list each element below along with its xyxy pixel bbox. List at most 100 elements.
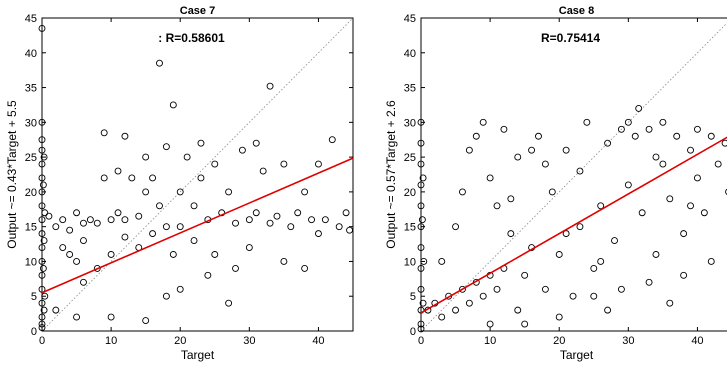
y-tick-label: 30 bbox=[25, 117, 37, 129]
data-point bbox=[73, 209, 81, 217]
data-point bbox=[652, 153, 660, 161]
data-point bbox=[335, 223, 343, 231]
x-tick-label: 30 bbox=[243, 335, 255, 347]
data-point bbox=[417, 160, 425, 168]
data-point bbox=[211, 160, 219, 168]
data-point bbox=[645, 278, 653, 286]
data-point bbox=[617, 125, 625, 133]
data-point bbox=[135, 212, 143, 220]
data-point bbox=[666, 195, 674, 203]
data-point bbox=[38, 271, 46, 279]
data-point bbox=[59, 244, 67, 251]
data-point bbox=[45, 212, 53, 220]
data-point bbox=[38, 244, 46, 251]
x-tick-label: 40 bbox=[312, 335, 324, 347]
data-point bbox=[725, 188, 727, 195]
chart-panel-case7: 0 10 20 30 40 0 5 10 15 20 25 30 35 40 45 Case 7 : R=0… bbox=[5, 5, 354, 362]
data-point bbox=[266, 219, 274, 227]
data-point bbox=[479, 118, 487, 126]
y-tick-label: 5 bbox=[410, 291, 416, 303]
y-tick-label: 15 bbox=[404, 222, 416, 234]
data-point bbox=[100, 129, 108, 137]
data-point bbox=[521, 271, 529, 279]
data-point bbox=[419, 174, 427, 182]
data-point bbox=[40, 153, 48, 161]
data-point bbox=[238, 146, 246, 154]
data-point bbox=[66, 251, 74, 258]
data-point bbox=[107, 313, 115, 321]
y-axis-label: Output ~= 0.57*Target + 2.6 bbox=[384, 100, 398, 249]
data-point bbox=[611, 237, 618, 245]
data-point bbox=[645, 125, 653, 133]
data-point bbox=[73, 313, 81, 321]
data-point bbox=[521, 320, 529, 328]
r-annotation: R=0.75414 bbox=[541, 31, 600, 45]
data-marks: 0 10 20 30 40 0 5 10 15 20 25 30 35 40 45 bbox=[404, 13, 727, 347]
data-point bbox=[472, 132, 480, 140]
x-axis-label: Target bbox=[181, 348, 215, 362]
data-point bbox=[721, 139, 727, 147]
data-point bbox=[342, 209, 350, 217]
data-point bbox=[687, 146, 694, 154]
x-tick-label: 10 bbox=[484, 335, 496, 347]
data-point bbox=[252, 209, 260, 217]
y-tick-label: 45 bbox=[25, 13, 37, 25]
data-point bbox=[80, 237, 87, 245]
data-point bbox=[162, 143, 170, 151]
data-point bbox=[38, 136, 46, 144]
data-point bbox=[659, 118, 667, 126]
data-point bbox=[176, 223, 184, 231]
data-point bbox=[232, 264, 239, 272]
data-point bbox=[40, 237, 48, 245]
data-point bbox=[693, 174, 701, 182]
y-tick-label: 5 bbox=[31, 291, 37, 303]
data-point bbox=[417, 264, 425, 272]
data-point bbox=[631, 132, 639, 140]
y-tick-label: 40 bbox=[404, 48, 416, 60]
data-point bbox=[541, 160, 549, 168]
data-point bbox=[197, 139, 205, 147]
data-point bbox=[569, 292, 577, 300]
identity-line bbox=[420, 22, 727, 332]
data-point bbox=[452, 223, 460, 231]
data-point bbox=[52, 306, 60, 314]
data-point bbox=[41, 209, 49, 217]
data-point bbox=[652, 251, 660, 258]
data-point bbox=[225, 188, 233, 196]
y-tick-label: 15 bbox=[25, 222, 37, 234]
fit-line bbox=[41, 157, 354, 294]
data-point bbox=[183, 153, 191, 161]
chart-panel-case8: 0 10 20 30 40 0 5 10 15 20 25 30 35 40 45 Case 8 R=0.7… bbox=[384, 5, 727, 362]
data-point bbox=[245, 216, 253, 224]
y-tick-label: 10 bbox=[404, 256, 416, 268]
data-point bbox=[417, 202, 425, 210]
data-point bbox=[541, 285, 549, 293]
data-point bbox=[38, 174, 46, 182]
data-point bbox=[211, 251, 219, 258]
data-point bbox=[294, 209, 302, 217]
data-point bbox=[169, 251, 177, 258]
data-point bbox=[308, 216, 315, 224]
data-point bbox=[38, 230, 46, 238]
data-point bbox=[128, 174, 136, 182]
data-point bbox=[624, 118, 632, 126]
data-point bbox=[576, 223, 584, 231]
data-point bbox=[507, 195, 515, 203]
data-point bbox=[680, 271, 688, 279]
y-tick-label: 30 bbox=[404, 117, 416, 129]
data-point bbox=[38, 146, 46, 154]
data-point bbox=[287, 223, 295, 231]
y-tick-label: 25 bbox=[404, 152, 416, 164]
y-tick-label: 35 bbox=[404, 83, 416, 95]
data-point bbox=[590, 264, 598, 272]
data-point bbox=[225, 299, 233, 307]
data-point bbox=[321, 216, 329, 224]
data-point bbox=[693, 125, 701, 133]
data-point bbox=[121, 233, 129, 241]
data-point bbox=[156, 59, 163, 67]
data-point bbox=[204, 271, 212, 279]
data-point bbox=[59, 216, 67, 224]
data-point bbox=[259, 167, 267, 175]
data-point bbox=[314, 230, 322, 238]
data-point bbox=[597, 202, 605, 210]
